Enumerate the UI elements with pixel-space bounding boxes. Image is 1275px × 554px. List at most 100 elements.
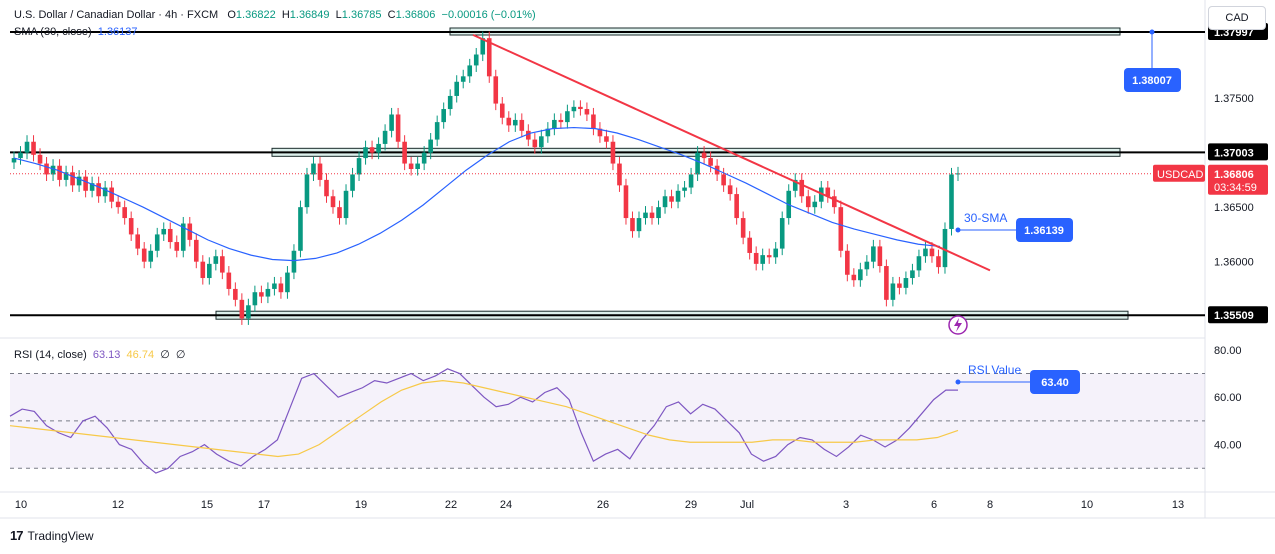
candle-body-91 <box>604 136 609 142</box>
time-tick-6: 24 <box>500 499 512 511</box>
candle-body-58 <box>389 114 394 131</box>
candle-body-94 <box>623 185 629 219</box>
candle-body-86 <box>571 106 577 112</box>
candle-body-88 <box>584 109 590 115</box>
candle-body-61 <box>408 163 414 169</box>
candle-body-67 <box>447 95 453 110</box>
level-mid-label-bg <box>1208 143 1268 161</box>
candle-body-112 <box>740 218 746 238</box>
symbol-tag: USDCAD <box>1157 169 1204 181</box>
candle-body-128 <box>845 250 850 275</box>
candle-body-66 <box>441 109 446 123</box>
candle-body-49 <box>330 196 336 208</box>
candle-body-99 <box>656 207 661 219</box>
candle-body-57 <box>382 130 388 144</box>
candle-body-4 <box>37 154 43 164</box>
price-tick-0: 1.37500 <box>1214 93 1254 105</box>
candle-body-8 <box>63 172 69 180</box>
candle-body-78 <box>519 119 525 131</box>
symbol-tag-bg <box>1153 164 1205 182</box>
candle-body-50 <box>337 207 342 219</box>
candle-body-42 <box>285 272 290 293</box>
candle-body-53 <box>356 158 362 175</box>
time-tick-9: Jul <box>740 499 754 511</box>
candle-body-59 <box>395 114 401 142</box>
candle-body-16 <box>115 201 121 208</box>
callout-top-bg <box>1124 68 1181 92</box>
candle-body-37 <box>252 292 258 306</box>
candle-body-40 <box>272 283 277 289</box>
candle-body-62 <box>415 163 420 169</box>
candle-body-120 <box>792 179 798 191</box>
brand[interactable]: 17 TradingView <box>10 528 94 543</box>
candle-body-118 <box>779 218 785 249</box>
time-tick-7: 26 <box>597 499 609 511</box>
rsi-ma-line <box>9 380 959 458</box>
current-price-bg <box>1208 164 1268 195</box>
symbol-legend[interactable]: U.S. Dollar / Canadian Dollar · 4h · FXC… <box>14 9 536 21</box>
candle-body-1 <box>18 152 23 159</box>
time-tick-4: 19 <box>355 499 367 511</box>
candle-body-51 <box>343 190 349 219</box>
candle-body-33 <box>226 272 232 289</box>
callout-rsi-text: RSI Value <box>968 363 1021 377</box>
candle-body-126 <box>832 196 837 208</box>
time-tick-0: 10 <box>15 499 27 511</box>
candle-body-21 <box>148 250 154 262</box>
candle-body-12 <box>89 183 95 191</box>
candle-body-82 <box>545 128 551 137</box>
candle-body-27 <box>187 223 193 240</box>
candle-body-34 <box>233 288 238 300</box>
rsi-line <box>9 368 958 474</box>
callout-rsi-dot <box>955 379 961 385</box>
high-value: 1.36849 <box>289 9 330 21</box>
candle-body-44 <box>298 207 303 251</box>
candle-body-65 <box>434 122 440 140</box>
candle-body-110 <box>727 185 733 195</box>
currency-button[interactable]: CAD <box>1208 6 1266 30</box>
candle-body-140 <box>923 248 928 257</box>
low-label: L <box>335 9 342 21</box>
candle-body-3 <box>31 141 36 155</box>
candle-body-132 <box>871 246 876 262</box>
sma-legend[interactable]: SMA (30, close) 1.36137 <box>14 26 138 38</box>
time-tick-1: 12 <box>112 499 124 511</box>
candle-body-100 <box>662 196 668 208</box>
callout-sma-value: 1.36139 <box>1024 225 1064 237</box>
candle-body-68 <box>454 81 460 96</box>
candle-body-22 <box>154 234 160 251</box>
rsi-legend[interactable]: RSI (14, close) 63.13 46.74 ∅ ∅ <box>14 348 186 361</box>
candle-body-6 <box>50 165 56 175</box>
candle-body-134 <box>884 266 889 300</box>
trendline <box>472 33 991 272</box>
candle-body-103 <box>682 187 687 191</box>
candle-body-111 <box>734 194 739 219</box>
candle-body-17 <box>122 207 127 219</box>
candle-body-143 <box>942 228 948 268</box>
time-tick-12: 8 <box>987 499 993 511</box>
candle-body-25 <box>174 242 180 251</box>
candle-body-56 <box>376 143 381 153</box>
rsi-legend-extra1: ∅ <box>160 349 170 361</box>
rsi-ma-legend-value: 46.74 <box>126 349 155 361</box>
candle-body-80 <box>532 139 538 148</box>
tradingview-logo-icon: 17 <box>10 528 24 543</box>
symbol-title: U.S. Dollar / Canadian Dollar · 4h · FXC… <box>14 9 219 21</box>
candle-body-136 <box>897 283 902 288</box>
level-mid-label: 1.37003 <box>1214 147 1254 159</box>
candle-body-36 <box>246 305 251 319</box>
candle-body-32 <box>220 256 225 273</box>
candle-body-102 <box>675 190 681 202</box>
candle-body-75 <box>499 103 505 118</box>
candle-body-77 <box>512 119 518 126</box>
brand-name: TradingView <box>27 528 94 543</box>
candle-body-123 <box>812 201 818 208</box>
candle-body-0 <box>11 158 17 163</box>
close-value: 1.36806 <box>395 9 436 21</box>
level-top-label: 1.37997 <box>1214 27 1254 39</box>
candle-body-23 <box>161 228 167 235</box>
rsi-tick-1: 60.00 <box>1214 392 1242 404</box>
rsi-legend-label: RSI (14, close) <box>14 349 87 361</box>
candle-body-24 <box>167 228 173 243</box>
